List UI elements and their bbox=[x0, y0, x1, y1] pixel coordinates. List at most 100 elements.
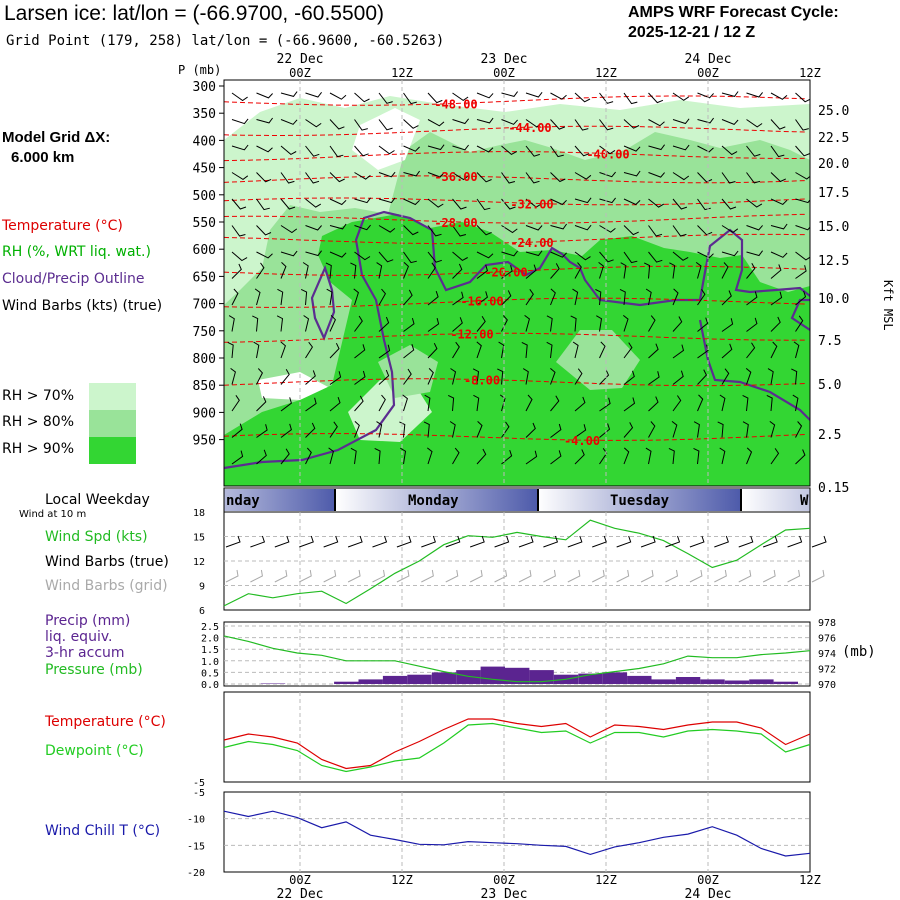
surface-barb-grid-10 bbox=[469, 569, 483, 583]
wind-barb-13-12 bbox=[550, 395, 560, 412]
surface-barb-grid-18 bbox=[665, 569, 679, 583]
legend-wind-barbs-true: Wind Barbs (true) bbox=[45, 554, 169, 570]
legend-cloud-outline: Cloud/Precip Outline bbox=[2, 271, 145, 287]
wind-barb-13-5 bbox=[550, 223, 568, 230]
wind-barb-9-3 bbox=[452, 172, 469, 181]
weekday-label-monday: Monday bbox=[408, 493, 459, 509]
wind-barb-17-7 bbox=[643, 262, 651, 279]
pressure-label-550: 550 bbox=[193, 216, 216, 231]
temperature-line bbox=[223, 718, 811, 770]
wind-barb-20-12 bbox=[719, 394, 726, 412]
wind-barb-16-13 bbox=[623, 422, 634, 438]
wind-barb-8-1 bbox=[427, 119, 445, 127]
wind-barb-22-14 bbox=[770, 448, 780, 465]
wind-barb-13-10 bbox=[546, 341, 553, 359]
wind-barb-9-8 bbox=[452, 291, 464, 306]
surface-barb-true-7 bbox=[396, 535, 412, 548]
pressure-label-600: 600 bbox=[193, 243, 216, 258]
wind-barb-4-2 bbox=[329, 145, 344, 158]
wind-barb-8-12 bbox=[424, 394, 431, 412]
wind-barb-4-1 bbox=[329, 119, 345, 130]
wind-barb-22-5 bbox=[770, 223, 788, 230]
wind-barb-18-11 bbox=[672, 370, 684, 385]
cloud-outline-main bbox=[224, 210, 810, 470]
wind-barb-10-3 bbox=[476, 172, 492, 183]
wind-barb-9-1 bbox=[452, 118, 469, 125]
top-tick-3: 12Z bbox=[595, 66, 617, 80]
weekday-sunday bbox=[224, 489, 336, 511]
wind-barb-3-9 bbox=[303, 315, 310, 332]
wind-speed-tick-2: 12 bbox=[193, 557, 205, 568]
wind-barb-10-6 bbox=[476, 251, 494, 259]
wind-barb-8-0 bbox=[427, 92, 443, 104]
surface-barb-grid-6 bbox=[372, 569, 386, 583]
wind-barb-16-5 bbox=[623, 225, 639, 236]
wind-barb-19-3 bbox=[697, 172, 713, 183]
surface-barb-true-4 bbox=[323, 535, 339, 548]
wind-barb-7-4 bbox=[403, 198, 420, 206]
pressure-label-500: 500 bbox=[193, 189, 216, 204]
precip-bar-7 bbox=[382, 675, 408, 684]
wind-barb-18-1 bbox=[672, 118, 690, 125]
precip-tick-5: 0.0 bbox=[201, 680, 219, 691]
wind-barb-9-9 bbox=[452, 317, 463, 332]
wind-barb-8-14 bbox=[426, 447, 433, 465]
wind-barb-7-0 bbox=[403, 92, 417, 105]
wind-barb-19-13 bbox=[693, 421, 700, 438]
wind-barb-5-1 bbox=[354, 119, 368, 131]
wind-barb-17-3 bbox=[648, 172, 665, 178]
wind-barb-2-6 bbox=[280, 250, 298, 257]
bottom-tick-0: 00Z bbox=[289, 873, 311, 887]
forecast-cycle: AMPS WRF Forecast Cycle: 2025-12-21 / 12… bbox=[628, 3, 839, 43]
wind-barb-13-14 bbox=[550, 450, 562, 465]
wind-barb-12-5 bbox=[525, 225, 543, 231]
wind-barb-10-13 bbox=[476, 421, 483, 438]
height-label-6: 10.0 bbox=[818, 292, 849, 307]
wind-barb-14-0 bbox=[574, 92, 591, 103]
wind-barb-10-4 bbox=[476, 198, 491, 211]
wind-barb-15-6 bbox=[599, 251, 614, 263]
wind-barb-7-10 bbox=[403, 344, 415, 359]
wind-barb-8-9 bbox=[427, 317, 440, 332]
top-tick-5: 12Z bbox=[799, 66, 821, 80]
wind-barb-16-12 bbox=[623, 397, 636, 412]
surface-barb-grid-15 bbox=[592, 569, 605, 583]
wind-barb-7-2 bbox=[403, 145, 420, 152]
wind-barb-19-11 bbox=[697, 369, 708, 385]
isotherm-line-10 bbox=[224, 378, 807, 387]
wind-barb-21-6 bbox=[746, 250, 763, 257]
wind-barb-7-14 bbox=[400, 447, 407, 465]
surface-barb-grid-14 bbox=[567, 569, 581, 583]
wind-barb-1-2 bbox=[256, 145, 273, 153]
wind-barb-22-0 bbox=[770, 92, 788, 100]
wind-barb-6-9 bbox=[378, 316, 390, 332]
isotherm-line-11 bbox=[224, 432, 807, 441]
wind-barb-14-2 bbox=[574, 145, 590, 157]
wind-barb-14-1 bbox=[574, 119, 589, 131]
wind-barb-8-11 bbox=[427, 368, 434, 385]
dewpoint-line bbox=[223, 722, 811, 773]
wind-barb-0-4 bbox=[231, 198, 247, 210]
wind-barb-12-3 bbox=[525, 172, 540, 184]
wind-barb-5-2 bbox=[354, 145, 369, 157]
surface-barb-grid-4 bbox=[323, 569, 337, 583]
wind-barb-23-1 bbox=[795, 119, 809, 131]
surface-barb-grid-24 bbox=[811, 569, 825, 583]
wind-barb-8-13 bbox=[423, 421, 430, 438]
wind-barb-10-2 bbox=[476, 145, 494, 153]
wind-barb-2-1 bbox=[280, 119, 298, 125]
wind-barb-23-5 bbox=[795, 225, 810, 231]
top-date-23: 23 Dec bbox=[481, 52, 528, 67]
wind-barb-4-12 bbox=[329, 396, 341, 412]
pressure-label-400: 400 bbox=[193, 134, 216, 149]
wind-barb-5-5 bbox=[354, 224, 371, 231]
wind-barb-5-7 bbox=[350, 262, 357, 279]
isotherm-line-4 bbox=[224, 197, 807, 206]
pressure-axis-labels: 300 350 400 450 500 550 600 650 700 750 800 850 900 9… bbox=[193, 80, 224, 449]
wind-barb-21-13 bbox=[742, 421, 749, 438]
bottom-tick-4: 00Z bbox=[697, 873, 719, 887]
wind-barb-14-7 bbox=[574, 262, 582, 279]
model-grid-label: Model Grid ΔX: bbox=[2, 129, 111, 146]
wind-barb-4-4 bbox=[329, 198, 347, 206]
wind-barb-16-6 bbox=[623, 251, 638, 264]
